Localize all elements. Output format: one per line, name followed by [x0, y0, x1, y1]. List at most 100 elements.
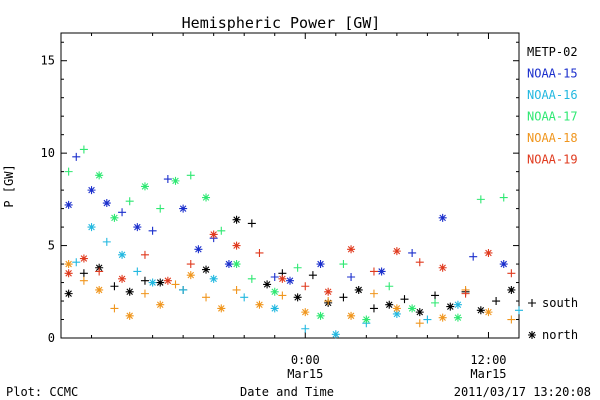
- north-point: [347, 311, 356, 320]
- south-point: [324, 297, 333, 306]
- data-points: [64, 145, 523, 339]
- south-point: [140, 276, 149, 285]
- north-point: [202, 193, 211, 202]
- south-point: [499, 193, 508, 202]
- north-point: [194, 245, 203, 254]
- north-point: [186, 271, 195, 280]
- marker-legend: south north: [528, 296, 578, 342]
- south-point: [385, 282, 394, 291]
- x-tick-date: Mar15: [470, 367, 506, 381]
- south-point: [133, 267, 142, 276]
- north-point: [156, 278, 165, 287]
- south-point: [255, 248, 264, 257]
- north-point: [209, 274, 218, 283]
- south-point: [156, 204, 165, 213]
- south-point: [507, 315, 516, 324]
- north-point: [118, 274, 127, 283]
- south-point: [507, 269, 516, 278]
- north-point: [118, 250, 127, 259]
- north-point: [232, 241, 241, 250]
- north-point: [232, 215, 241, 224]
- y-axis-label: P [GW]: [2, 164, 16, 207]
- north-point: [453, 300, 462, 309]
- north-point: [202, 265, 211, 274]
- north-point: [156, 300, 165, 309]
- north-point: [438, 213, 447, 222]
- south-point: [247, 219, 256, 228]
- legend-item: NOAA-17: [527, 110, 578, 124]
- north-point: [133, 223, 142, 232]
- north-point: [217, 304, 226, 313]
- south-point: [64, 167, 73, 176]
- south-point: [72, 258, 81, 267]
- north-point: [87, 223, 96, 232]
- y-axis: 0 5 10 15: [41, 41, 519, 345]
- south-point: [423, 315, 432, 324]
- x-axis: 0:00Mar1512:00Mar150:00Mar1612:00Mar160:…: [91, 33, 507, 381]
- south-point: [408, 248, 417, 257]
- north-point: [125, 311, 134, 320]
- south-point: [148, 226, 157, 235]
- south-point: [240, 293, 249, 302]
- x-tick-time: 12:00: [470, 353, 506, 367]
- south-point: [415, 258, 424, 267]
- north-point: [301, 308, 310, 317]
- south-point: [186, 171, 195, 180]
- south-marker-legend: south: [528, 296, 578, 310]
- plot-timestamp: 2011/03/17 13:20:08: [454, 385, 591, 399]
- south-point: [125, 197, 134, 206]
- y-tick-label: 10: [41, 146, 55, 160]
- north-point: [415, 308, 424, 317]
- south-point: [186, 260, 195, 269]
- south-point: [347, 273, 356, 281]
- north-point: [64, 269, 73, 278]
- x-axis-label: Date and Time: [240, 385, 334, 399]
- south-point: [515, 306, 523, 315]
- south-point: [72, 152, 81, 161]
- south-point: [102, 237, 111, 246]
- south-point: [369, 289, 378, 298]
- north-point: [438, 263, 447, 272]
- north-point: [64, 289, 73, 298]
- north-point: [102, 199, 111, 208]
- north-point: [354, 285, 363, 294]
- north-point: [224, 260, 233, 269]
- legend-item: NOAA-18: [527, 131, 578, 145]
- north-point: [324, 287, 333, 296]
- north-point: [362, 315, 371, 324]
- south-point: [247, 274, 256, 283]
- north-point: [484, 248, 493, 257]
- south-point: [301, 282, 310, 291]
- south-point: [118, 208, 127, 217]
- north-point: [110, 213, 119, 222]
- north-point: [408, 304, 417, 313]
- south-point: [179, 285, 188, 294]
- north-point: [278, 274, 287, 283]
- south-point: [79, 145, 88, 154]
- north-point: [316, 311, 325, 320]
- south-point: [95, 267, 104, 276]
- south-point: [369, 267, 378, 276]
- north-point: [232, 260, 241, 269]
- south-point: [171, 280, 180, 289]
- north-point: [293, 293, 302, 302]
- south-point: [308, 271, 317, 280]
- north-point: [148, 278, 157, 287]
- marker-legend-label: north: [542, 328, 578, 342]
- north-point: [453, 313, 462, 322]
- north-point: [446, 302, 455, 311]
- south-point: [431, 298, 440, 307]
- north-point: [263, 280, 272, 289]
- x-tick-date: Mar15: [287, 367, 323, 381]
- north-point: [392, 247, 401, 256]
- south-point: [278, 291, 287, 300]
- y-tick-label: 15: [41, 54, 55, 68]
- south-point: [270, 273, 279, 281]
- y-tick-label: 0: [48, 331, 55, 345]
- south-point: [339, 293, 348, 302]
- legend: METP-02 NOAA-15 NOAA-16 NOAA-17 NOAA-18 NOAA-…: [527, 45, 578, 167]
- marker-legend-label: south: [542, 296, 578, 310]
- north-point: [87, 186, 96, 195]
- south-point: [79, 276, 88, 285]
